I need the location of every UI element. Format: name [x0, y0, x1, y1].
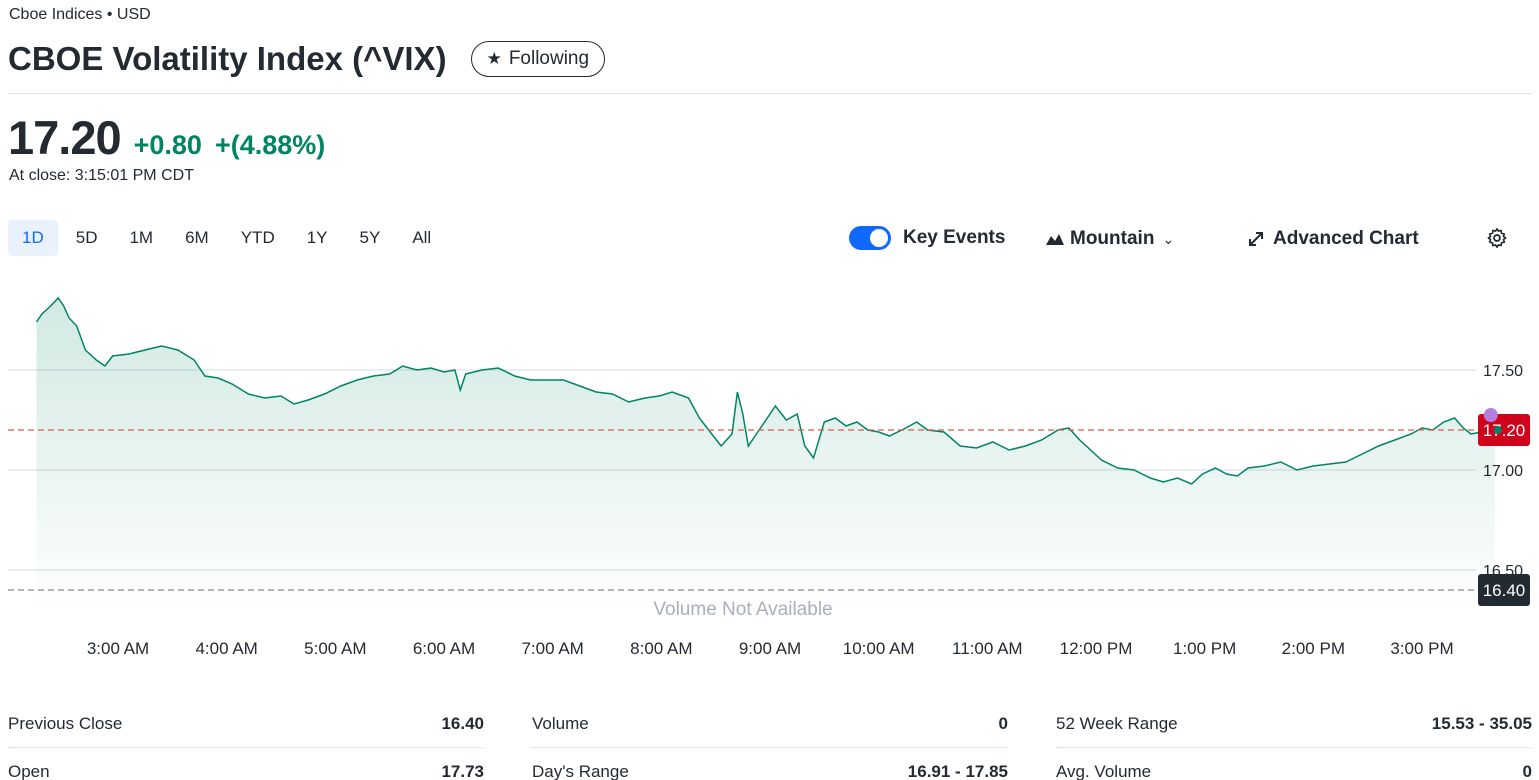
- following-button[interactable]: ★ Following: [470, 41, 606, 77]
- stat-value: 15.53 - 35.05: [1431, 713, 1532, 733]
- chevron-down-icon: ⌄: [1162, 230, 1175, 247]
- stat-label: Day's Range: [532, 761, 629, 780]
- stat-label: 52 Week Range: [1056, 713, 1178, 733]
- x-tick-label: 3:00 AM: [87, 639, 149, 658]
- range-tab-ytd[interactable]: YTD: [240, 228, 275, 247]
- x-tick-label: 8:00 AM: [630, 639, 692, 658]
- following-label: Following: [508, 48, 590, 69]
- header-divider: [8, 93, 1532, 94]
- key-events-toggle[interactable]: [849, 226, 891, 250]
- stat-value: 17.73: [441, 761, 484, 780]
- stat-label: Volume: [532, 713, 589, 733]
- last-price-dot: [1493, 426, 1502, 434]
- stat-value: 0: [1522, 761, 1532, 780]
- y-tick-label: 17.50: [1483, 363, 1523, 380]
- range-tab-5y[interactable]: 5Y: [359, 228, 381, 247]
- stat-value: 0: [998, 713, 1008, 733]
- volume-note: Volume Not Available: [653, 599, 832, 620]
- range-tab-5d[interactable]: 5D: [75, 228, 98, 247]
- price-change: +0.80: [133, 130, 202, 160]
- gear-icon[interactable]: [1486, 227, 1508, 249]
- y-tick-label: 17.00: [1483, 463, 1523, 480]
- stats-column-3: 52 Week Range 15.53 - 35.05 Avg. Volume …: [1056, 700, 1532, 780]
- x-tick-label: 2:00 PM: [1282, 639, 1345, 658]
- range-tab-6m[interactable]: 6M: [185, 228, 209, 247]
- advanced-chart-label: Advanced Chart: [1273, 228, 1419, 249]
- stat-value: 16.91 - 17.85: [907, 761, 1008, 780]
- range-tab-1y[interactable]: 1Y: [306, 228, 328, 247]
- current-price-badge-bg: [1478, 414, 1530, 446]
- expand-icon: [1249, 232, 1263, 246]
- price-badges: 17.20 16.40: [1478, 414, 1530, 606]
- stat-days-range: Day's Range 16.91 - 17.85: [532, 748, 1008, 780]
- advanced-chart-button[interactable]: Advanced Chart: [1247, 228, 1419, 250]
- x-tick-label: 6:00 AM: [413, 639, 475, 658]
- stat-avg-volume: Avg. Volume 0: [1056, 748, 1532, 780]
- star-icon: ★: [486, 49, 502, 68]
- range-tab-all[interactable]: All: [412, 228, 432, 247]
- x-tick-label: 10:00 AM: [843, 639, 915, 658]
- page-title: CBOE Volatility Index (^VIX): [8, 40, 447, 77]
- x-tick-label: 4:00 AM: [195, 639, 257, 658]
- price-area: [36, 298, 1495, 615]
- x-tick-label: 5:00 AM: [304, 639, 366, 658]
- stat-open: Open 17.73: [8, 748, 484, 780]
- chart-type-dropdown[interactable]: Mountain ⌄: [1046, 228, 1174, 250]
- x-axis-ticks: 3:00 AM 4:00 AM 5:00 AM 6:00 AM 7:00 AM 8:00 …: [87, 639, 1454, 658]
- close-time: At close: 3:15:01 PM CDT: [9, 167, 194, 184]
- stats-column-2: Volume 0 Day's Range 16.91 - 17.85: [532, 700, 1008, 780]
- stat-52-week-range: 52 Week Range 15.53 - 35.05: [1056, 700, 1532, 748]
- stat-label: Open: [8, 761, 50, 780]
- stats-column-1: Previous Close 16.40 Open 17.73: [8, 700, 484, 780]
- x-tick-label: 1:00 PM: [1173, 639, 1236, 658]
- previous-close-badge-label: 16.40: [1483, 581, 1526, 600]
- x-tick-label: 11:00 AM: [952, 639, 1023, 658]
- exchange-label: Cboe Indices • USD: [9, 6, 151, 23]
- previous-close-badge-bg: [1478, 574, 1530, 606]
- x-tick-label: 12:00 PM: [1060, 639, 1133, 658]
- stat-label: Previous Close: [8, 713, 123, 733]
- key-event-dot[interactable]: [1483, 408, 1498, 422]
- stat-value: 16.40: [441, 713, 484, 733]
- title-row: CBOE Volatility Index (^VIX) ★ Following: [8, 40, 606, 78]
- chart-type-label: Mountain: [1070, 228, 1155, 249]
- key-events-control: Key Events: [849, 226, 1005, 250]
- stat-previous-close: Previous Close 16.40: [8, 700, 484, 748]
- range-tabs: 1D 5D 1M 6M YTD 1Y 5Y All: [8, 220, 449, 256]
- x-tick-label: 7:00 AM: [521, 639, 583, 658]
- current-price-badge-label: 17.20: [1483, 421, 1526, 440]
- toggle-knob: [870, 229, 888, 247]
- x-tick-label: 9:00 AM: [739, 639, 801, 658]
- current-price: 17.20: [8, 111, 122, 164]
- range-tab-1d[interactable]: 1D: [8, 220, 58, 256]
- quote-price-row: 17.20 +0.80 +(4.88%): [8, 110, 325, 165]
- range-tab-1m[interactable]: 1M: [129, 228, 154, 247]
- x-tick-label: 3:00 PM: [1390, 639, 1453, 658]
- stat-label: Avg. Volume: [1056, 761, 1152, 780]
- mountain-icon: [1046, 234, 1064, 245]
- stat-volume: Volume 0: [532, 700, 1008, 748]
- key-events-label: Key Events: [903, 227, 1006, 248]
- price-change-percent: +(4.88%): [214, 130, 326, 160]
